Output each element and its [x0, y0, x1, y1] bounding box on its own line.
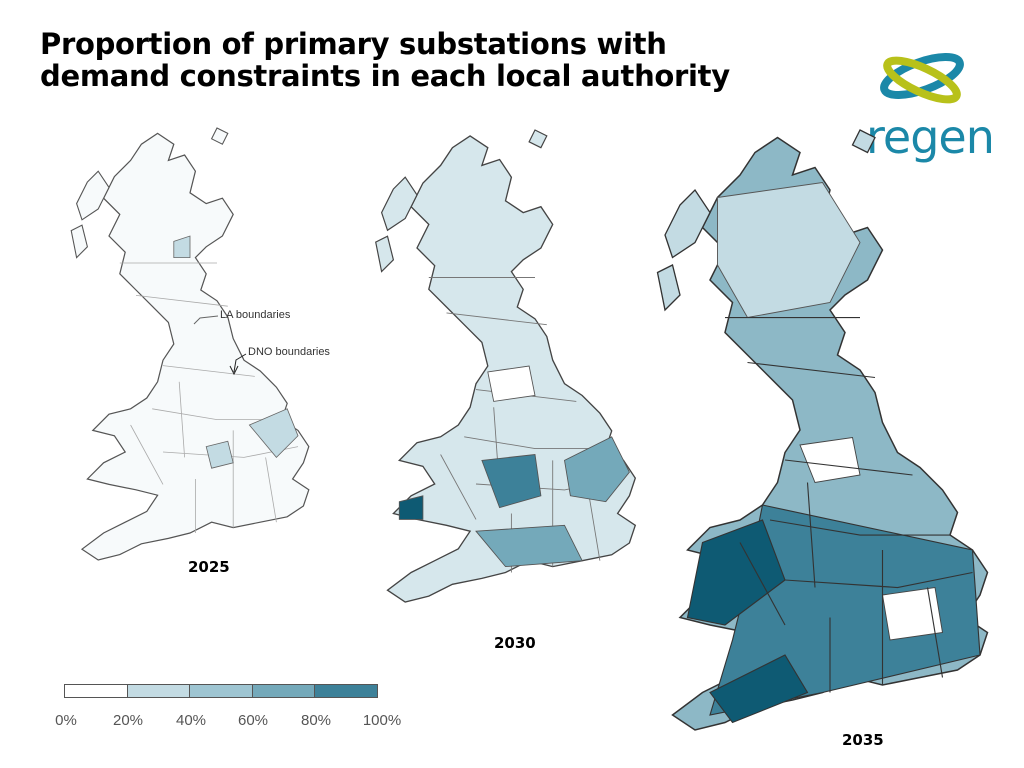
legend-tick: 40% — [175, 712, 207, 729]
legend-ticks: 0% 20% 40% 60% 80% 100% — [55, 712, 404, 732]
map-2035-region-southwest — [709, 654, 809, 724]
annot-dno-boundaries: DNO boundaries — [248, 346, 330, 358]
map-2025-region-east — [248, 408, 299, 458]
map-2030-region-north — [487, 365, 536, 402]
year-label-2030: 2030 — [494, 634, 536, 652]
title-line-2: demand constraints in each local authori… — [40, 59, 730, 93]
map-2030-region-east — [564, 436, 630, 503]
regen-swirl-logo-icon — [880, 53, 964, 104]
annot-dno-arrowhead — [229, 365, 239, 376]
legend-segment-80-100 — [315, 685, 377, 697]
title-line-1: Proportion of primary substations with — [40, 27, 667, 61]
map-2025-region-midlands — [205, 440, 234, 469]
legend-segment-40-60 — [190, 685, 253, 697]
annot-la-arrow — [193, 315, 219, 325]
map-2035 — [655, 128, 990, 732]
map-2035-region-london — [881, 586, 944, 641]
legend-tick: 60% — [237, 712, 269, 729]
year-label-2025: 2025 — [188, 558, 230, 576]
map-2035-region-north-white — [799, 436, 861, 484]
map-2025-region-scotland — [173, 235, 191, 259]
map-2030-region-wales — [398, 495, 424, 520]
map-2030-region-midlands — [481, 454, 542, 509]
legend-segment-60-80 — [252, 685, 316, 697]
legend: 0% 20% 40% 60% 80% 100% — [55, 684, 404, 732]
map-2030 — [374, 128, 637, 604]
map-2035-region-wales — [686, 519, 786, 626]
legend-segment-20-40 — [127, 685, 191, 697]
regen-logo-text: regen — [866, 110, 995, 164]
annot-dno-arrow — [233, 353, 247, 373]
legend-tick: 0% — [55, 712, 77, 729]
map-2035-region-scotland — [717, 181, 861, 319]
legend-segment-0-20 — [65, 685, 128, 697]
legend-tick: 20% — [112, 712, 144, 729]
page-title: Proportion of primary substations with d… — [40, 28, 730, 92]
legend-bar — [64, 684, 378, 698]
annot-la-boundaries: LA boundaries — [220, 309, 291, 321]
legend-tick: 100% — [362, 712, 402, 729]
legend-tick: 80% — [300, 712, 332, 729]
year-label-2035: 2035 — [842, 731, 884, 749]
map-2030-region-south — [475, 524, 583, 568]
map-2025 — [69, 126, 311, 562]
